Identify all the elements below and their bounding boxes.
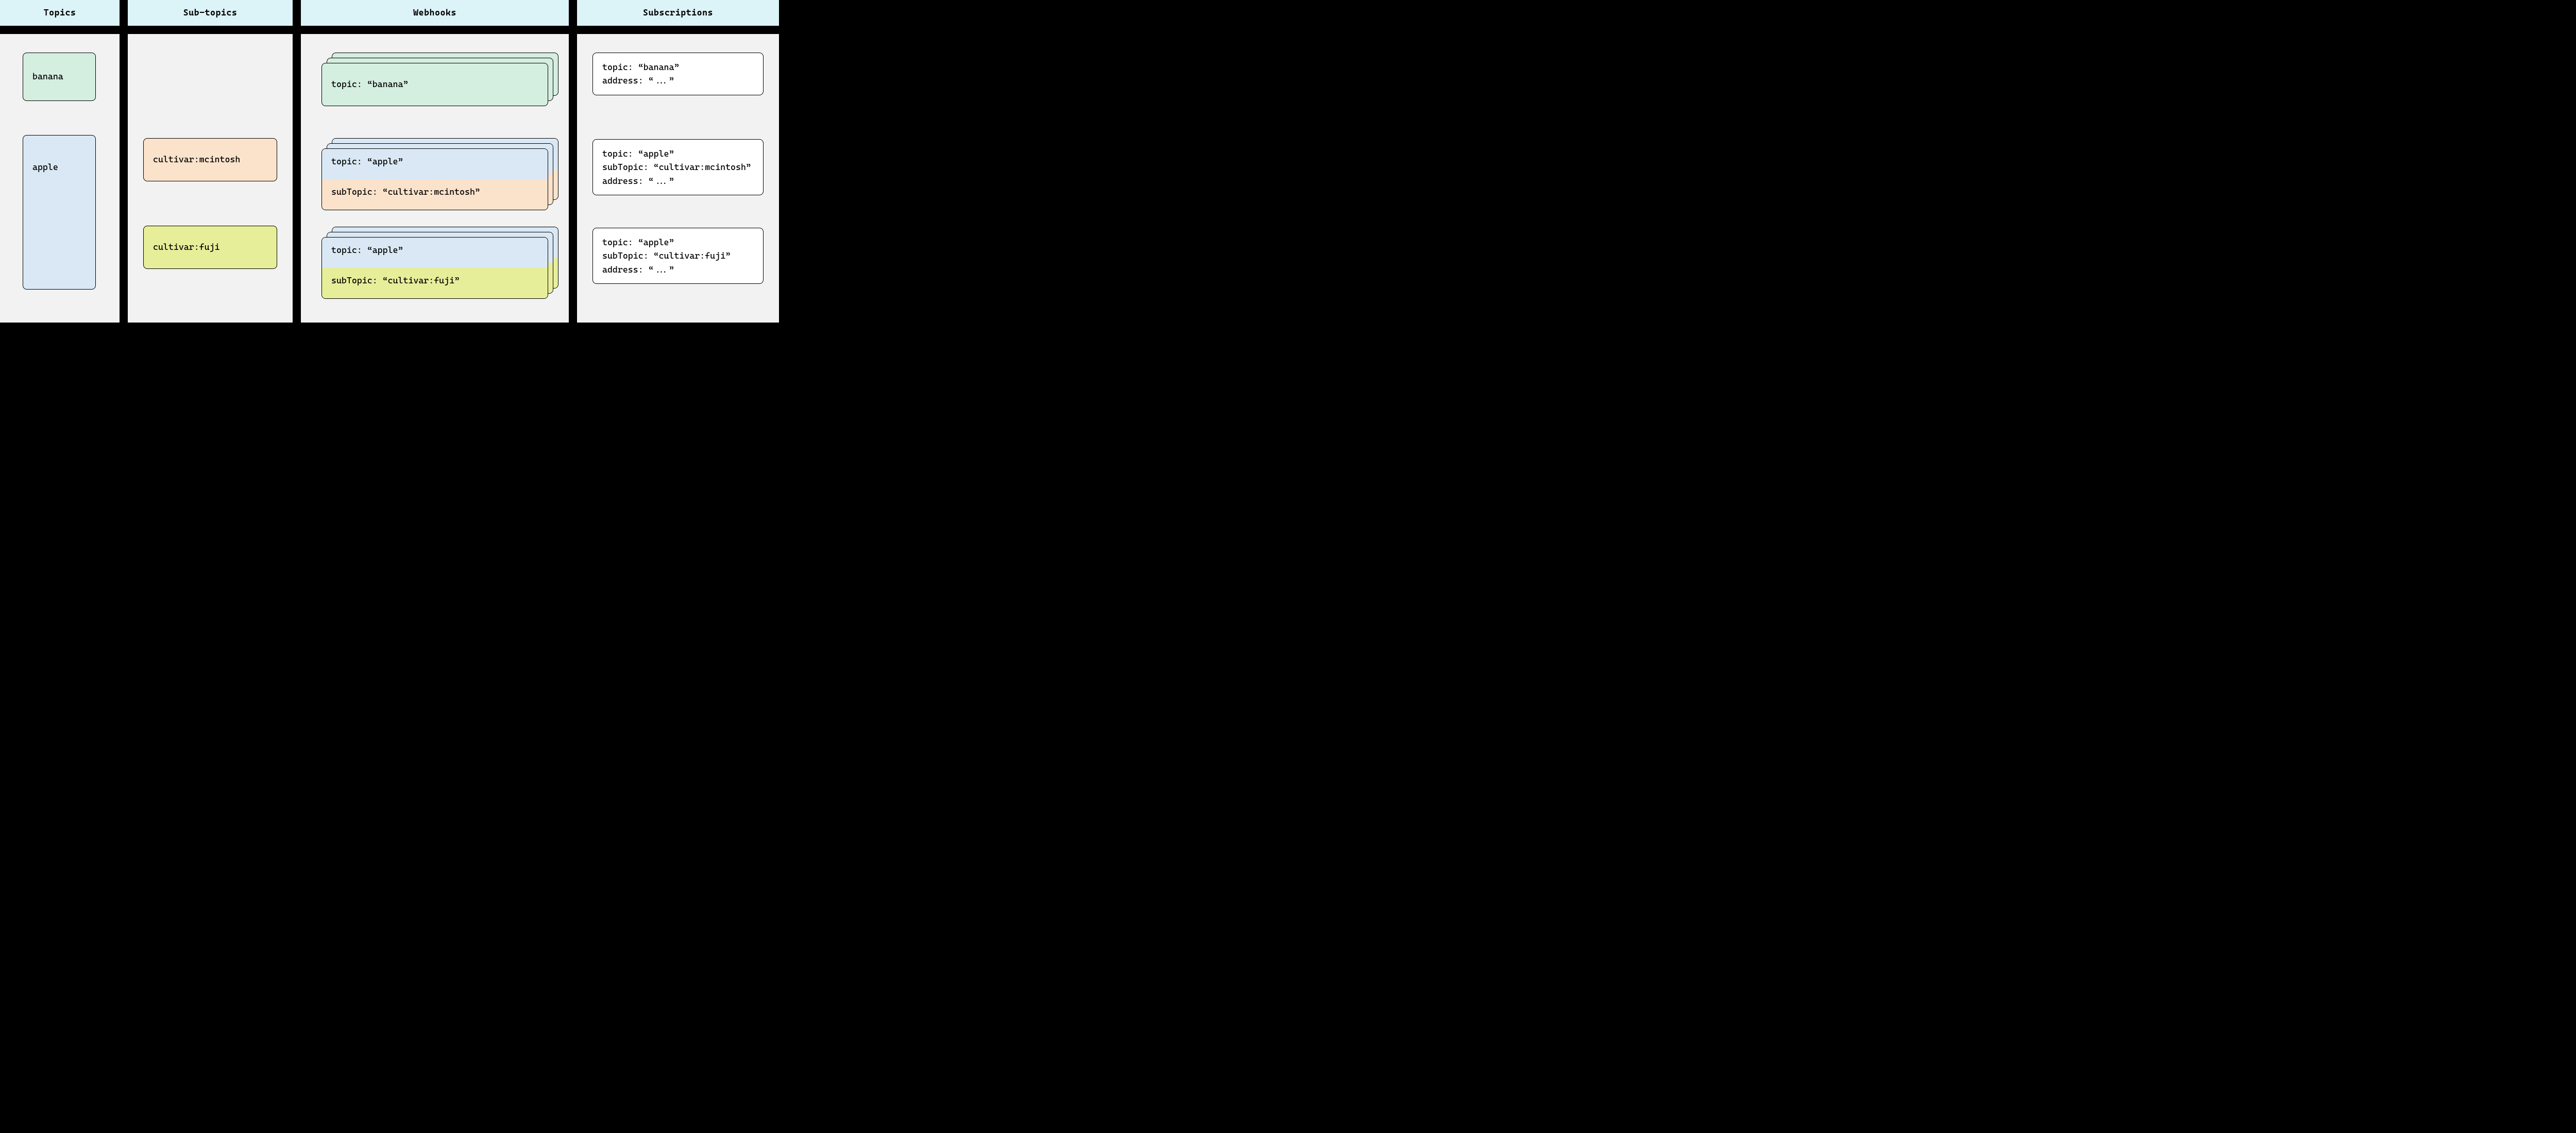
subscription-banana: topic: “banana” address: “...” xyxy=(592,53,764,95)
column-body-subtopics: cultivar:mcintosh cultivar:fuji xyxy=(128,34,293,323)
subscription-line: subTopic: “cultivar:fuji” xyxy=(602,249,754,262)
webhook-stack-apple-fuji: topic: “apple” subTopic: “cultivar:fuji” xyxy=(321,237,548,299)
column-header-subscriptions: Subscriptions xyxy=(577,0,779,34)
subscription-line: address: “...” xyxy=(602,174,754,188)
topic-banana-label: banana xyxy=(32,71,63,83)
subscription-line: topic: “apple” xyxy=(602,235,754,249)
webhook-banana-topic: topic: “banana” xyxy=(322,63,548,96)
webhook-apple-fuji-topic: topic: “apple” xyxy=(322,238,548,268)
webhook-apple-fuji-subtopic: subTopic: “cultivar:fuji” xyxy=(322,268,548,298)
subtopic-fuji-label: cultivar:fuji xyxy=(153,241,220,253)
subscription-line: address: “...” xyxy=(602,263,754,276)
webhook-apple-mcintosh-topic: topic: “apple” xyxy=(322,149,548,179)
column-header-subtopics: Sub-topics xyxy=(128,0,293,34)
subscription-line: topic: “banana” xyxy=(602,60,754,74)
subtopic-fuji: cultivar:fuji xyxy=(143,226,277,269)
column-webhooks: Webhooks topic: “banana” xyxy=(301,0,569,323)
topic-banana: banana xyxy=(23,53,96,101)
subscription-line: subTopic: “cultivar:mcintosh” xyxy=(602,160,754,174)
topic-apple-label: apple xyxy=(32,162,58,172)
column-subtopics: Sub-topics cultivar:mcintosh cultivar:fu… xyxy=(128,0,293,323)
webhook-card-apple-fuji: topic: “apple” subTopic: “cultivar:fuji” xyxy=(321,237,548,299)
subscription-line: address: “...” xyxy=(602,74,754,87)
webhook-stack-banana: topic: “banana” xyxy=(321,63,548,106)
column-topics: Topics banana apple xyxy=(0,0,120,323)
diagram-root: Topics banana apple Sub-topics cultivar:… xyxy=(0,0,779,323)
webhook-stack-apple-mcintosh: topic: “apple” subTopic: “cultivar:mcint… xyxy=(321,148,548,210)
subscription-line: topic: “apple” xyxy=(602,147,754,160)
column-header-webhooks: Webhooks xyxy=(301,0,569,34)
webhook-card-apple-mcintosh: topic: “apple” subTopic: “cultivar:mcint… xyxy=(321,148,548,210)
subscription-apple-mcintosh: topic: “apple” subTopic: “cultivar:mcint… xyxy=(592,139,764,195)
webhook-card-banana: topic: “banana” xyxy=(321,63,548,106)
subscription-apple-fuji: topic: “apple” subTopic: “cultivar:fuji”… xyxy=(592,228,764,284)
topic-apple: apple xyxy=(23,135,96,290)
subtopic-mcintosh: cultivar:mcintosh xyxy=(143,138,277,181)
column-body-topics: banana apple xyxy=(0,34,120,323)
column-body-webhooks: topic: “banana” topic: “apple” subTopic:… xyxy=(301,34,569,323)
column-body-subscriptions: topic: “banana” address: “...” topic: “a… xyxy=(577,34,779,323)
webhook-apple-mcintosh-subtopic: subTopic: “cultivar:mcintosh” xyxy=(322,179,548,210)
column-subscriptions: Subscriptions topic: “banana” address: “… xyxy=(577,0,779,323)
column-header-topics: Topics xyxy=(0,0,120,34)
subtopic-mcintosh-label: cultivar:mcintosh xyxy=(153,154,240,166)
